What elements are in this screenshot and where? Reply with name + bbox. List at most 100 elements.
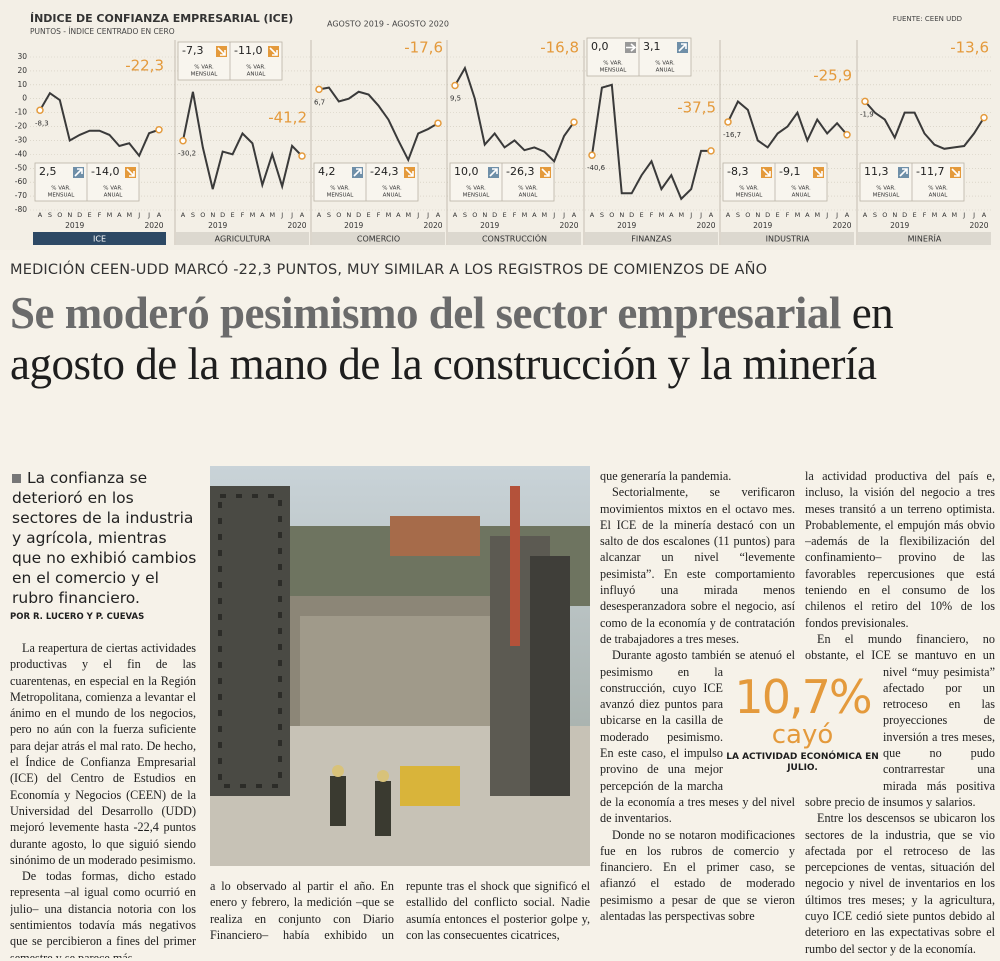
panel-name-bar — [448, 232, 581, 245]
x-tick-label: M — [659, 211, 665, 219]
variation-value: -24,3 — [370, 165, 398, 178]
y-tick-label: -10 — [15, 108, 27, 117]
x-tick-label: F — [241, 211, 245, 219]
photo — [210, 466, 590, 866]
x-tick-label: A — [317, 211, 322, 219]
x-tick-label: A — [709, 211, 714, 219]
end-point — [434, 119, 442, 127]
variation-value: -9,1 — [779, 165, 800, 178]
headline: Se moderó pesimismo del sector empresari… — [10, 288, 1000, 390]
y-tick-label: -20 — [15, 122, 27, 131]
x-tick-label: D — [902, 211, 907, 219]
variation-caption: MENSUAL — [463, 193, 491, 199]
x-tick-label: A — [845, 211, 850, 219]
end-point — [155, 125, 163, 134]
paragraph: Donde no se notaron modificaciones fue e… — [600, 827, 795, 924]
chart-title: ÍNDICE DE CONFIANZA EMPRESARIAL (ICE) — [30, 12, 293, 25]
x-tick-label: A — [982, 211, 987, 219]
variation-caption: % VAR. — [739, 186, 759, 192]
x-tick-label: S — [48, 211, 52, 219]
x-tick-label: A — [590, 211, 595, 219]
start-label: -1,9 — [860, 110, 874, 118]
panel-name-bar — [721, 232, 854, 245]
variation-caption: % VAR. — [655, 61, 675, 67]
start-label: 6,7 — [314, 98, 325, 106]
series-line — [318, 86, 439, 163]
x-tick-label: O — [882, 211, 887, 219]
x-tick-label: A — [942, 211, 947, 219]
variation-caption: ANUAL — [792, 193, 812, 199]
variation-caption: ANUAL — [519, 193, 539, 199]
x-tick-label: J — [552, 211, 555, 219]
y-tick-label: -70 — [15, 191, 27, 200]
x-tick-label: D — [220, 211, 225, 219]
x-tick-label: E — [367, 211, 371, 219]
end-point — [298, 152, 306, 160]
arrow — [126, 168, 135, 177]
arrow — [814, 168, 823, 177]
variation-caption: % VAR. — [330, 186, 350, 192]
x-tick-label: A — [863, 211, 868, 219]
x-tick-label: F — [786, 211, 790, 219]
variation-value: 3,1 — [643, 40, 661, 53]
panel-name: CONSTRUCCIÓN — [482, 233, 547, 244]
summary: La confianza se deterioró en los sectore… — [12, 468, 200, 608]
x-tick-label: S — [327, 211, 331, 219]
x-tick-label: F — [923, 211, 927, 219]
x-tick-label: M — [250, 211, 256, 219]
x-tick-label: A — [260, 211, 265, 219]
x-tick-label: N — [346, 211, 351, 219]
variation-caption: ANUAL — [383, 193, 403, 199]
y-tick-label: -60 — [15, 177, 27, 186]
start-label: 9,5 — [450, 95, 461, 103]
arrow — [678, 43, 687, 52]
year-label: 2020 — [287, 221, 306, 230]
x-tick-label: M — [814, 211, 820, 219]
x-tick-label: A — [117, 211, 122, 219]
x-tick-label: M — [541, 211, 547, 219]
variation-caption: MENSUAL — [873, 193, 901, 199]
start-label: -40,6 — [587, 164, 606, 172]
x-tick-label: S — [191, 211, 195, 219]
variation-value: 4,2 — [318, 165, 336, 178]
paragraph: Durante agosto también se atenuó el pesi… — [600, 648, 795, 826]
x-tick-label: J — [147, 211, 150, 219]
x-tick-label: J — [426, 211, 429, 219]
x-tick-label: S — [873, 211, 877, 219]
x-tick-label: N — [67, 211, 72, 219]
variation-value: -26,3 — [506, 165, 534, 178]
x-tick-label: M — [405, 211, 411, 219]
variation-caption: MENSUAL — [327, 193, 355, 199]
variation-caption: % VAR. — [382, 186, 402, 192]
variation-caption: % VAR. — [603, 61, 623, 67]
arrow — [405, 168, 414, 177]
end-point — [980, 113, 988, 122]
y-tick-label: 30 — [17, 52, 27, 61]
variation-caption: % VAR. — [51, 186, 71, 192]
year-label: 2020 — [969, 221, 988, 230]
variation-caption: MENSUAL — [600, 68, 628, 74]
panel-name: ICE — [93, 235, 106, 244]
chart: ÍNDICE DE CONFIANZA EMPRESARIAL (ICE) PU… — [0, 0, 1000, 250]
variation-value: 11,3 — [864, 165, 889, 178]
year-label: 2020 — [696, 221, 715, 230]
headline-rest: en agosto de la mano de la construcción … — [10, 288, 894, 389]
x-tick-label: A — [396, 211, 401, 219]
variation-value: -8,3 — [727, 165, 748, 178]
x-tick-label: J — [972, 211, 975, 219]
paragraph: Entre los descensos se ubicaron los sect… — [805, 811, 995, 956]
x-tick-label: J — [962, 211, 965, 219]
y-tick-label: -80 — [15, 205, 27, 214]
variation-caption: % VAR. — [518, 186, 538, 192]
x-tick-label: J — [416, 211, 419, 219]
x-tick-label: M — [522, 211, 528, 219]
x-tick-label: M — [951, 211, 957, 219]
x-tick-label: M — [269, 211, 275, 219]
x-tick-label: O — [57, 211, 62, 219]
end-point — [315, 85, 323, 94]
start-label: -8,3 — [35, 119, 49, 127]
variation-caption: ANUAL — [929, 193, 949, 199]
body-column: La reapertura de ciertas actividades pro… — [10, 640, 196, 958]
x-tick-label: S — [736, 211, 740, 219]
